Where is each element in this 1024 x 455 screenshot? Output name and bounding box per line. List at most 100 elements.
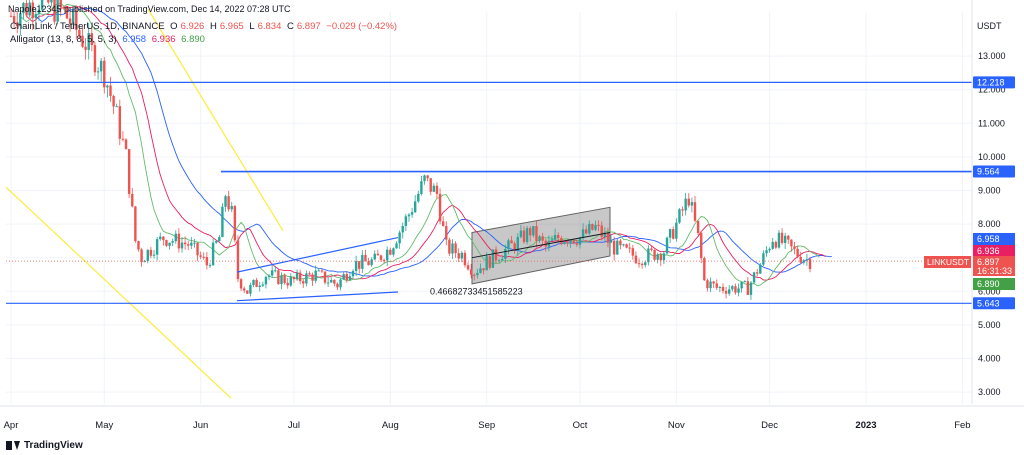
candle-body: [71, 10, 75, 24]
candle-body: [230, 206, 233, 210]
candle-body: [435, 185, 439, 194]
candle-body: [140, 249, 143, 263]
candle-body: [361, 255, 364, 269]
symbol-legend: ChainLink / TetherUS, 1D, BINANCE O 6.926…: [10, 21, 400, 32]
candle-body: [709, 281, 712, 289]
candle-body: [417, 193, 420, 202]
candle-body: [242, 288, 246, 291]
candle-body: [87, 33, 90, 50]
candle-body: [787, 235, 790, 240]
time-tick-label: Feb: [954, 420, 970, 431]
candle-body: [215, 241, 218, 243]
open-value: 6.926: [180, 21, 205, 32]
candle-body: [351, 271, 355, 277]
rising-channel: [471, 206, 611, 285]
drawings: [5, 8, 611, 399]
candle-body: [501, 258, 504, 261]
candle-body: [777, 232, 781, 248]
price-tick-label: 12.000: [978, 85, 1006, 95]
alligator-legend: Alligator (13, 8, 8, 5, 5, 3) 6.958 6.93…: [10, 34, 208, 45]
trend-line-upper: [147, 8, 284, 232]
candle-body: [628, 247, 631, 249]
candle-body: [488, 256, 491, 268]
low-label: L: [249, 21, 255, 32]
candle-body: [311, 274, 314, 281]
candle-body: [647, 248, 650, 263]
candle-body: [507, 240, 510, 249]
candle-body: [162, 236, 165, 241]
candle-body: [529, 228, 532, 236]
jaw-badge: 6.958: [977, 234, 1000, 244]
candle-body: [724, 290, 728, 294]
candle-body: [40, 0, 44, 10]
candle-body: [802, 260, 806, 263]
candle-body: [420, 181, 423, 194]
candle-body: [382, 259, 386, 261]
candle-body: [50, 0, 53, 3]
level-badge-bg: [973, 165, 1015, 178]
time-axis[interactable]: Apr May Jun Jul Aug Sep Oct Nov Dec 2023 Feb: [0, 405, 1024, 431]
candle-body: [56, 0, 59, 22]
candle-body: [448, 239, 451, 254]
price-axis[interactable]: USDT13.00012.00011.00010.0009.0008.0007.…: [924, 0, 1024, 455]
price-tick-label: 11.000: [978, 118, 1005, 128]
candle-body: [404, 216, 408, 226]
candle-body: [473, 274, 476, 276]
candle-body: [662, 253, 666, 261]
candle-body: [622, 244, 625, 246]
symbol-name: ChainLink / TetherUS, 1D, BINANCE: [10, 21, 165, 32]
candle-body: [183, 242, 187, 245]
candle-body: [494, 249, 498, 261]
candle-body: [762, 253, 765, 265]
candle-body: [177, 233, 181, 249]
candle-body: [696, 220, 700, 233]
candle-body: [609, 240, 613, 243]
level-badge-bg: [973, 297, 1015, 310]
candle-body: [715, 283, 718, 288]
candle-body: [317, 270, 320, 272]
candle-body: [668, 229, 672, 238]
candle-body: [314, 270, 317, 281]
candle-body: [103, 60, 106, 88]
candle-body: [199, 255, 202, 257]
candle-body: [678, 209, 681, 223]
open-label: O: [170, 21, 178, 32]
candle-body: [264, 276, 268, 285]
candle-body: [376, 253, 380, 256]
candle-body: [180, 242, 184, 249]
candle-body: [491, 249, 495, 268]
candle-body: [174, 233, 177, 242]
candle-body: [96, 71, 100, 73]
candle-body: [581, 229, 585, 238]
candle-body: [625, 244, 628, 248]
jaw-badge-bg: [973, 233, 1015, 245]
candle-body: [532, 226, 535, 236]
candle-body: [22, 2, 25, 14]
candle-body: [441, 221, 445, 226]
candle-body: [594, 224, 597, 230]
candle-body: [202, 256, 205, 258]
candle-body: [612, 240, 616, 255]
candle-body: [566, 242, 569, 244]
candle-body: [616, 240, 619, 255]
teeth-badge-bg: [973, 245, 1015, 256]
candle-body: [410, 212, 414, 215]
candle-body: [345, 274, 348, 281]
candle-body: [149, 249, 153, 256]
candle-body: [336, 283, 339, 288]
candle-body: [342, 274, 345, 280]
candle-body: [106, 85, 109, 88]
candle-body: [675, 222, 678, 239]
candle-body: [588, 223, 591, 234]
wedge-line-lower: [236, 291, 399, 302]
alligator-label: Alligator (13, 8, 8, 5, 5, 3): [10, 34, 117, 45]
candle-body: [280, 275, 283, 285]
candle-body: [541, 236, 544, 241]
candle-body: [476, 272, 479, 276]
candle-body: [553, 234, 557, 240]
lips-badge: 6.890: [977, 279, 1000, 289]
candle-body: [146, 249, 149, 261]
candle-body: [211, 242, 215, 266]
candle-body: [109, 85, 112, 96]
